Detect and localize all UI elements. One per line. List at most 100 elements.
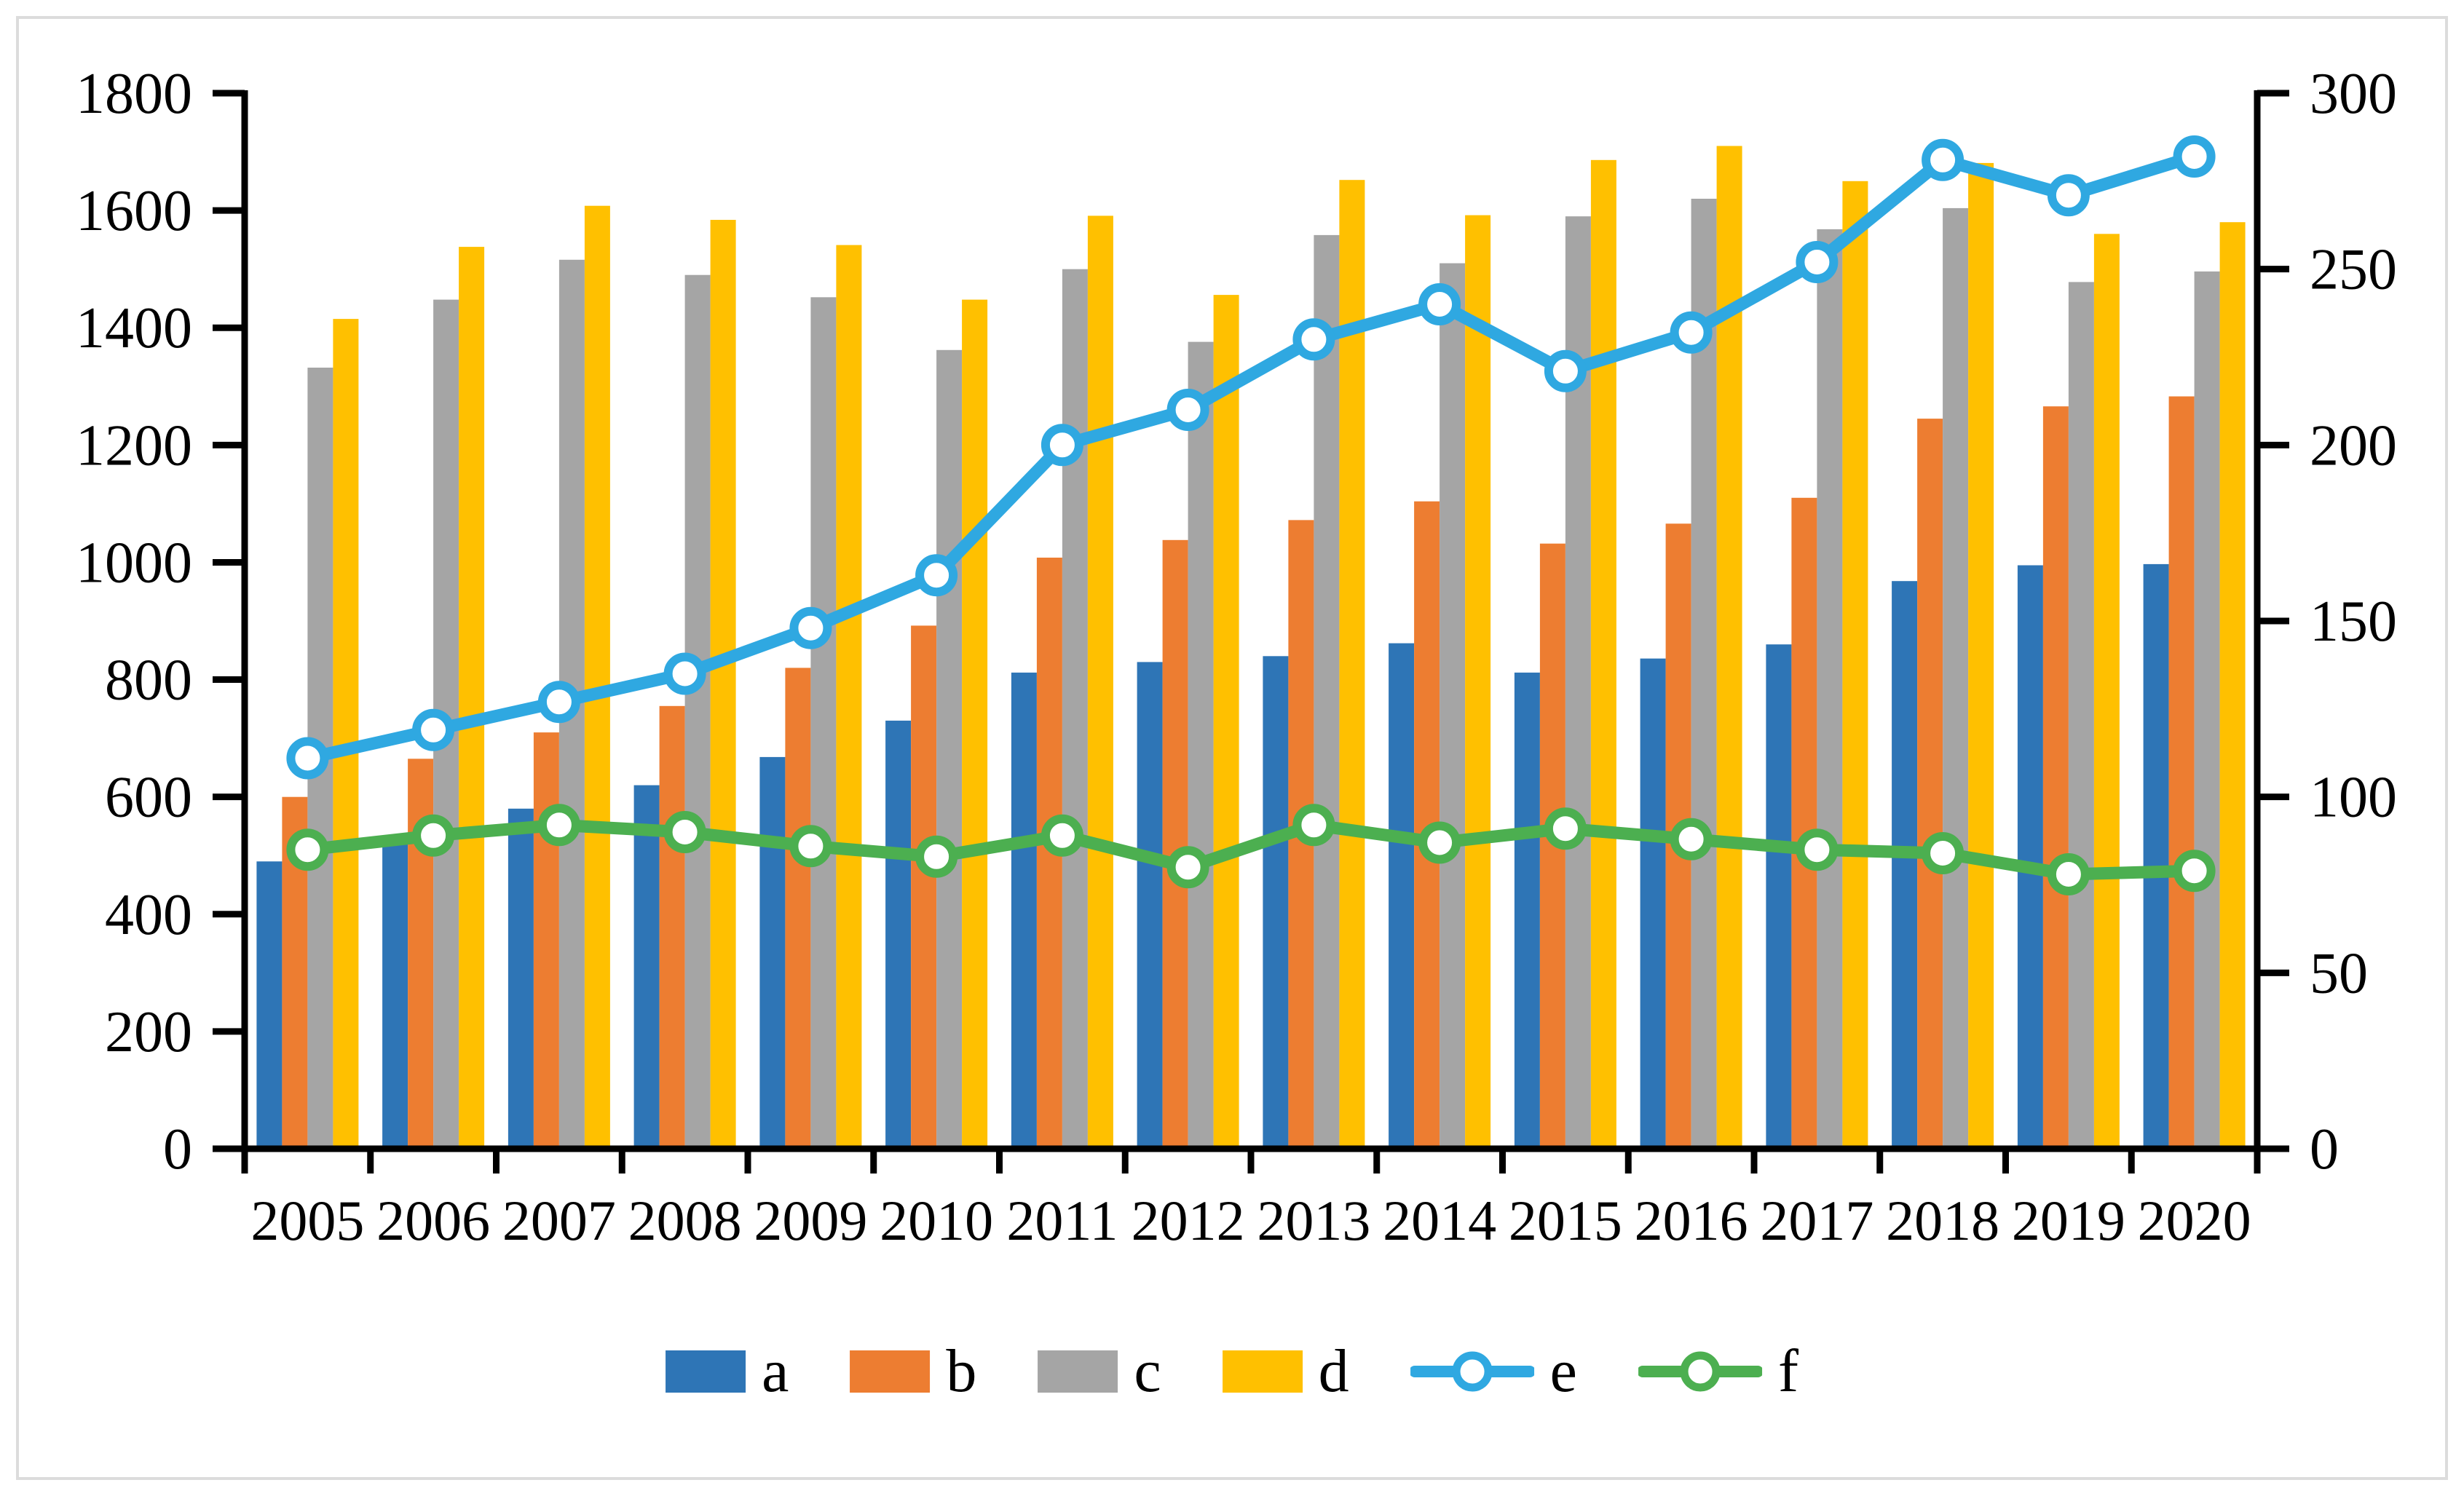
legend-marker-e (1452, 1351, 1493, 1392)
marker-e-2007 (537, 681, 580, 724)
legend-item-c: c (1038, 1341, 1161, 1402)
bar-a-2011 (1011, 672, 1037, 1149)
marker-f-2016 (1670, 818, 1713, 860)
bar-d-2016 (1716, 146, 1742, 1149)
legend-swatch-c (1038, 1350, 1118, 1393)
bar-d-2013 (1339, 180, 1365, 1149)
legend-swatch-b (850, 1350, 931, 1393)
marker-e-2015 (1544, 349, 1587, 392)
bar-a-2019 (2017, 565, 2043, 1149)
bar-b-2010 (911, 625, 937, 1149)
bar-d-2012 (1213, 295, 1239, 1149)
marker-f-2017 (1796, 828, 1839, 871)
x-axis-year-label: 2020 (2138, 1189, 2251, 1252)
marker-e-2012 (1166, 389, 1209, 431)
bar-d-2009 (836, 245, 862, 1149)
x-axis-year-label: 2007 (502, 1189, 616, 1252)
bar-d-2008 (710, 220, 736, 1149)
line-e (301, 150, 2201, 764)
bar-d-2015 (1590, 159, 1616, 1149)
line-f (301, 818, 2201, 881)
bar-a-2010 (885, 720, 912, 1149)
marker-e-2020 (2173, 135, 2216, 178)
legend-item-a: a (666, 1341, 789, 1402)
marker-e-2006 (412, 708, 455, 751)
bar-c-2011 (1062, 269, 1088, 1149)
bar-a-2017 (1766, 644, 1792, 1149)
bar-a-2012 (1137, 662, 1163, 1149)
left-axis-tick-label: 1400 (76, 296, 192, 360)
legend-item-d: d (1222, 1341, 1349, 1402)
legend-line-sample-f (1638, 1351, 1762, 1392)
left-axis-tick-label: 1200 (76, 413, 192, 478)
legend-line-sample-e (1410, 1351, 1534, 1392)
marker-e-2009 (789, 606, 832, 649)
marker-e-2008 (663, 652, 706, 695)
left-axis-tick-label: 200 (105, 1000, 192, 1064)
marker-e-2019 (2047, 174, 2090, 217)
bar-c-2016 (1691, 199, 1717, 1149)
bar-a-2015 (1514, 672, 1540, 1149)
x-axis-year-label: 2015 (1509, 1189, 1622, 1252)
legend-label-f: f (1777, 1337, 1798, 1405)
bar-a-2016 (1640, 658, 1666, 1149)
bar-b-2008 (659, 705, 685, 1149)
right-axis-tick-label: 200 (2310, 413, 2397, 478)
marker-f-2020 (2173, 850, 2216, 893)
legend-swatch-d (1222, 1350, 1303, 1393)
marker-f-2005 (286, 828, 329, 871)
right-axis-tick-label: 0 (2310, 1117, 2339, 1182)
marker-e-2013 (1292, 318, 1335, 361)
bar-b-2018 (1917, 419, 1943, 1149)
marker-f-2010 (915, 835, 958, 878)
bar-d-2019 (2093, 234, 2120, 1149)
x-axis-year-label: 2013 (1257, 1189, 1370, 1252)
marker-f-2008 (663, 811, 706, 853)
x-axis-year-label: 2014 (1383, 1189, 1496, 1252)
bar-c-2020 (2194, 271, 2220, 1149)
marker-f-2009 (789, 825, 832, 868)
marker-e-2018 (1922, 138, 1965, 181)
legend-marker-f (1680, 1351, 1721, 1392)
bar-a-2018 (1892, 581, 1918, 1149)
left-axis-tick-label: 1600 (76, 179, 192, 243)
bar-b-2020 (2168, 396, 2195, 1149)
bar-b-2019 (2042, 406, 2069, 1149)
legend-item-e: e (1410, 1341, 1577, 1402)
left-axis-tick-label: 0 (163, 1117, 192, 1182)
marker-e-2016 (1670, 311, 1713, 354)
bar-c-2012 (1188, 341, 1214, 1149)
bar-b-2012 (1162, 539, 1188, 1149)
marker-f-2014 (1418, 821, 1461, 864)
marker-f-2006 (412, 814, 455, 857)
legend-label-a: a (762, 1337, 789, 1405)
bar-c-2008 (684, 274, 711, 1149)
bar-d-2005 (333, 319, 359, 1149)
x-axis-year-label: 2010 (880, 1189, 993, 1252)
marker-e-2014 (1418, 283, 1461, 325)
bar-c-2013 (1314, 234, 1340, 1149)
bar-c-2009 (810, 297, 837, 1149)
left-axis-tick-label: 1800 (76, 62, 192, 126)
legend-label-c: c (1134, 1337, 1161, 1405)
right-axis-tick-label: 50 (2310, 941, 2368, 1005)
marker-f-2015 (1544, 807, 1587, 850)
bar-a-2013 (1263, 656, 1289, 1149)
bar-d-2010 (962, 299, 988, 1149)
legend-swatch-a (666, 1350, 746, 1393)
legend-label-e: e (1549, 1337, 1577, 1405)
x-axis-year-label: 2006 (376, 1189, 490, 1252)
bar-c-2019 (2068, 282, 2094, 1149)
x-axis-year-label: 2019 (2012, 1189, 2125, 1252)
x-axis-year-label: 2018 (1886, 1189, 1999, 1252)
bar-b-2007 (533, 732, 559, 1149)
bar-d-2011 (1087, 215, 1113, 1149)
bar-b-2009 (785, 668, 811, 1149)
bar-a-2007 (508, 808, 534, 1149)
x-axis-year-label: 2011 (1006, 1189, 1118, 1252)
bar-c-2017 (1817, 229, 1843, 1149)
bar-c-2014 (1440, 263, 1466, 1149)
x-axis-year-label: 2009 (754, 1189, 867, 1252)
